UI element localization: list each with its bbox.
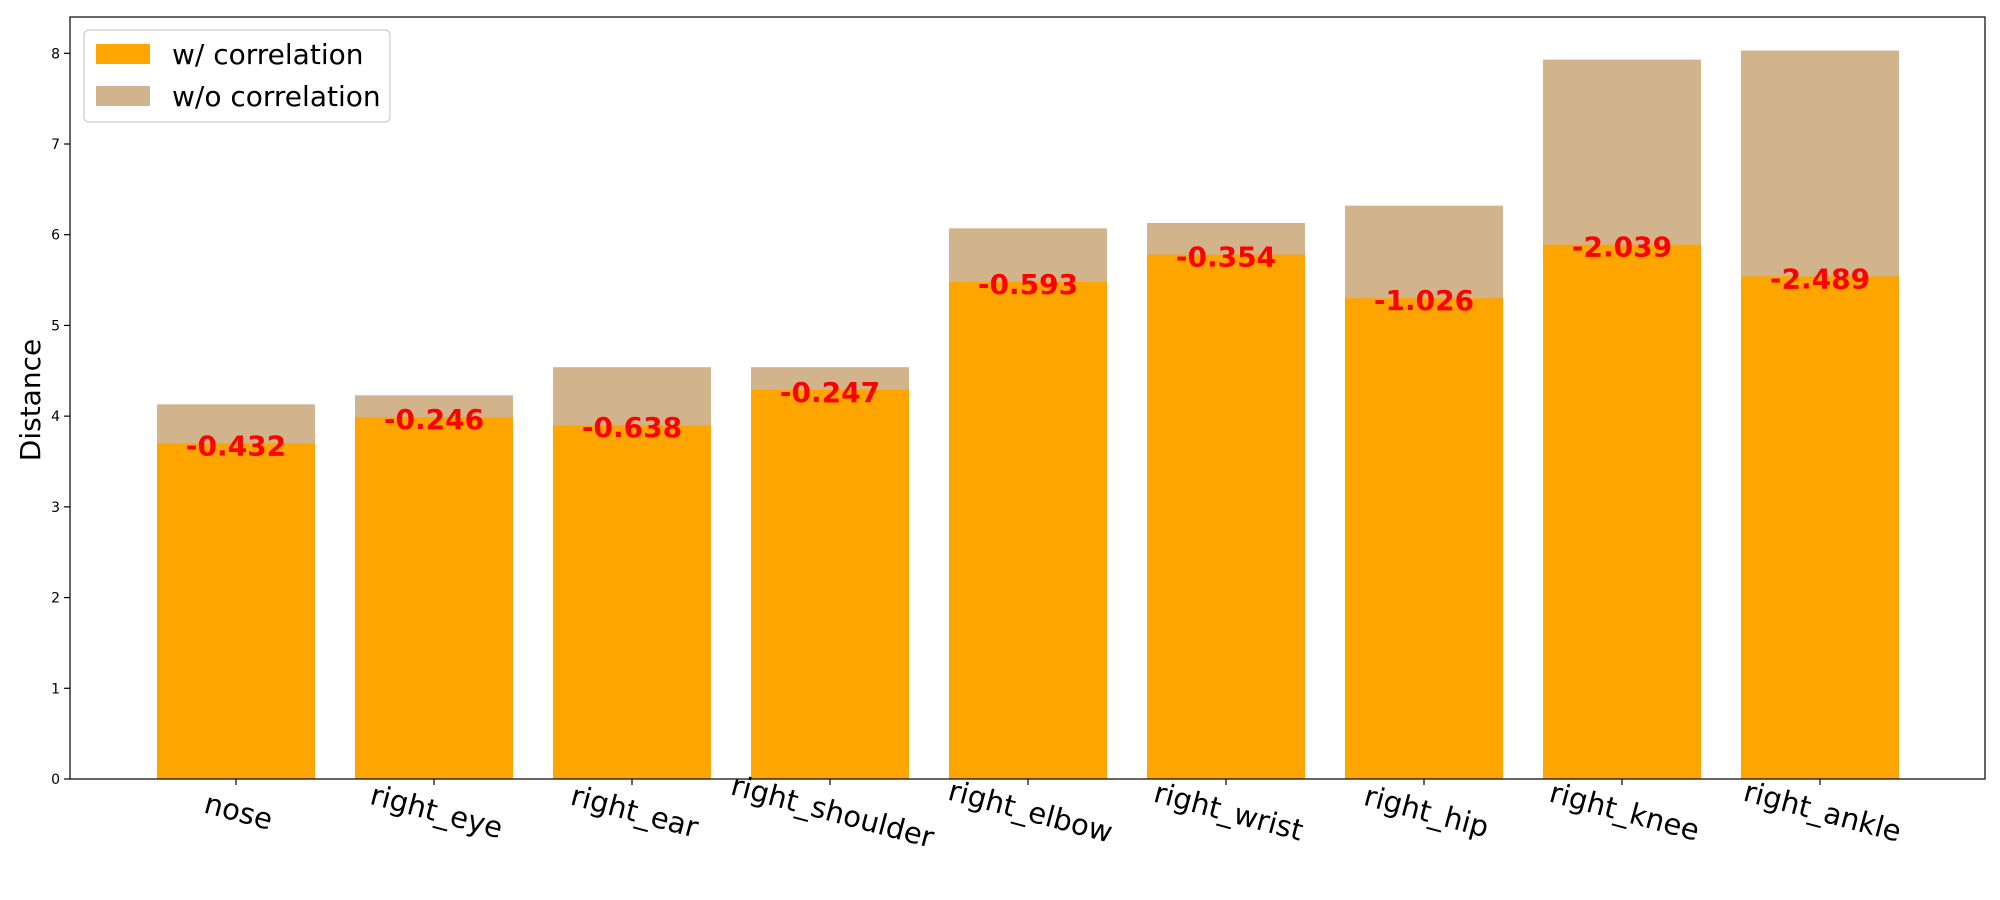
x-tick-label-right_ankle: right_ankle [1740, 774, 1905, 849]
data-label-right_knee: -2.039 [1572, 231, 1672, 264]
data-label-right_ankle: -2.489 [1770, 262, 1870, 295]
data-label-right_eye: -0.246 [384, 403, 484, 436]
x-tick-label-right_hip: right_hip [1361, 778, 1493, 844]
bar-w-correlation-right_shoulder [751, 389, 909, 779]
data-label-nose: -0.432 [186, 429, 286, 462]
bar-w-correlation-right_elbow [949, 281, 1107, 779]
y-tick-label: 7 [51, 137, 60, 153]
x-tick-label-right_ear: right_ear [567, 778, 702, 845]
data-label-right_shoulder: -0.247 [780, 376, 880, 409]
legend-label-wo-correlation: w/o correlation [172, 80, 381, 113]
y-tick-label: 1 [51, 681, 60, 697]
data-label-right_wrist: -0.354 [1176, 241, 1276, 274]
bar-w-correlation-right_knee [1543, 244, 1701, 779]
bar-w-correlation-right_eye [355, 417, 513, 779]
x-tick-label-nose: nose [201, 786, 277, 837]
data-label-right_hip: -1.026 [1374, 284, 1474, 317]
legend-label-w-correlation: w/ correlation [172, 38, 363, 71]
data-label-right_elbow: -0.593 [978, 268, 1078, 301]
y-axis: 0 1 2 3 4 5 6 7 8 [51, 46, 70, 788]
bar-w-correlation-right_hip [1345, 298, 1503, 779]
y-tick-label: 4 [51, 409, 60, 425]
bar-w-correlation-right_wrist [1147, 254, 1305, 779]
y-tick-label: 2 [51, 591, 60, 607]
y-tick-label: 3 [51, 500, 60, 516]
x-tick-label-right_eye: right_eye [367, 777, 507, 845]
data-labels-layer: -0.432 -0.246 -0.638 -0.247 -0.593 -0.354 -1.0… [186, 231, 1870, 463]
data-label-right_ear: -0.638 [582, 411, 682, 444]
y-tick-label: 8 [51, 46, 60, 62]
x-tick-label-right_wrist: right_wrist [1150, 775, 1306, 847]
y-tick-label: 6 [51, 228, 60, 244]
x-tick-label-right_shoulder: right_shoulder [727, 768, 937, 855]
bar-w-correlation-right_ankle [1741, 276, 1899, 779]
bars-layer [157, 50, 1899, 780]
bar-w-correlation-nose [157, 443, 315, 779]
y-tick-label: 0 [51, 772, 60, 788]
y-axis-title: Distance [14, 339, 47, 461]
legend: w/ correlation w/o correlation [83, 29, 391, 123]
legend-box [83, 29, 391, 123]
legend-swatch-w-correlation [96, 44, 150, 64]
bar-w-correlation-right_ear [553, 425, 711, 779]
y-tick-label: 5 [51, 318, 60, 334]
legend-swatch-wo-correlation [96, 86, 150, 106]
x-tick-label-right_knee: right_knee [1546, 775, 1703, 848]
x-axis: nose right_eye right_ear right_shoulder righ… [201, 768, 1905, 855]
x-tick-label-right_elbow: right_elbow [945, 773, 1116, 849]
